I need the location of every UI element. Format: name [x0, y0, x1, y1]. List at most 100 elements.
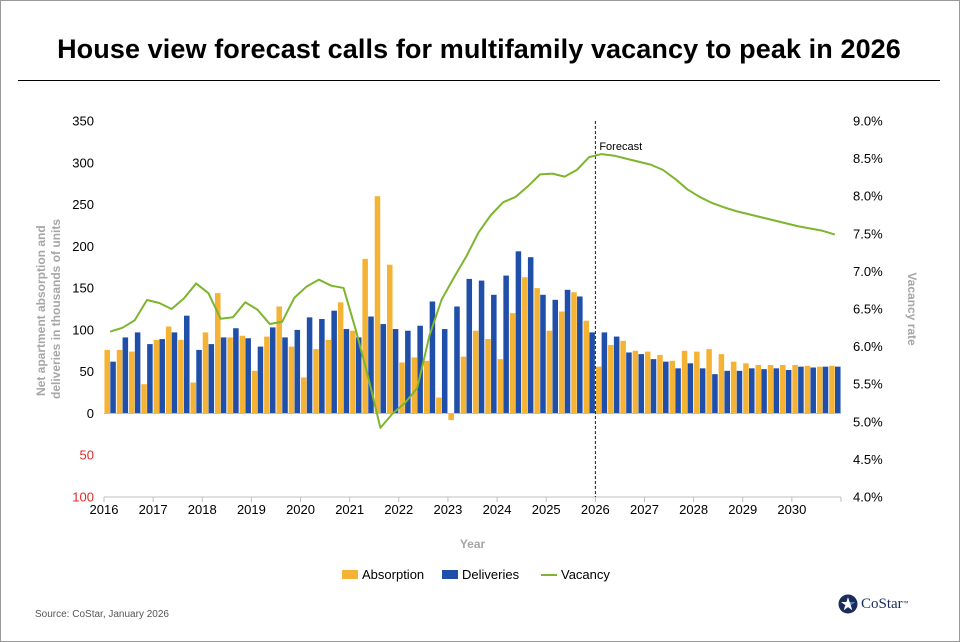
deliveries-bar [785, 370, 792, 414]
costar-star-icon [838, 594, 858, 614]
absorption-bar [829, 365, 835, 414]
x-tick-label: 2019 [237, 502, 266, 517]
x-tick-label: 2023 [433, 502, 462, 517]
legend: Absorption Deliveries Vacancy [342, 567, 610, 582]
absorption-bar [583, 320, 590, 414]
deliveries-bar [527, 257, 534, 414]
absorption-bar [644, 351, 651, 414]
deliveries-bar [478, 280, 485, 414]
absorption-bar [681, 350, 688, 414]
x-tick-label: 2024 [483, 502, 512, 517]
absorption-bar [632, 350, 639, 414]
absorption-bar [227, 337, 233, 414]
absorption-bar [509, 313, 516, 414]
absorption-bar [276, 306, 282, 414]
deliveries-bar [196, 349, 202, 414]
absorption-bar [190, 382, 196, 414]
deliveries-bar [282, 337, 288, 414]
right-axis-title: Vacancy rate [905, 272, 919, 346]
legend-label-absorption: Absorption [362, 567, 424, 582]
deliveries-bar [405, 330, 411, 414]
x-tick-label: 2030 [777, 502, 806, 517]
deliveries-bar [687, 363, 694, 414]
deliveries-bar [724, 370, 730, 414]
deliveries-bar [368, 316, 374, 414]
absorption-bar [288, 346, 295, 414]
left-tick-label: 200 [72, 239, 94, 254]
absorption-bar [362, 258, 368, 414]
absorption-bar [313, 349, 319, 414]
absorption-bar [780, 364, 786, 414]
deliveries-bar [269, 327, 276, 414]
absorption-bar [804, 365, 811, 414]
right-tick-label: 7.5% [853, 226, 883, 241]
deliveries-bar [110, 361, 116, 414]
x-tick-label: 2025 [532, 502, 561, 517]
deliveries-bar [712, 374, 718, 414]
absorption-bar [202, 332, 209, 414]
x-axis-title: Year [460, 537, 486, 551]
deliveries-bar [773, 368, 780, 414]
deliveries-bar [355, 337, 362, 414]
deliveries-bar [233, 328, 239, 414]
deliveries-bar [134, 332, 141, 414]
deliveries-bar [319, 319, 325, 414]
deliveries-bar [577, 296, 583, 414]
deliveries-bar [417, 325, 423, 414]
x-tick-label: 2027 [630, 502, 659, 517]
left-axis-title-line2: deliveries in thousands of units [49, 219, 63, 399]
deliveries-bar [343, 329, 350, 414]
deliveries-bar [380, 324, 387, 414]
deliveries-bar [392, 329, 399, 414]
absorption-bar [374, 196, 381, 414]
absorption-bar [718, 354, 725, 414]
left-tick-label: 50 [80, 448, 94, 463]
right-tick-label: 4.0% [853, 490, 883, 505]
right-tick-label: 6.5% [853, 302, 883, 317]
absorption-bar [485, 339, 491, 414]
deliveries-bar [159, 339, 165, 414]
x-tick-label: 2021 [335, 502, 364, 517]
absorption-bar [337, 302, 344, 414]
absorption-bar [178, 339, 184, 414]
deliveries-bar [331, 310, 337, 414]
absorption-bar [669, 360, 676, 414]
x-tick-label: 2017 [139, 502, 168, 517]
x-axis-ticks: 2016 2017 2018 2019 2020 2021 2022 2023 2024 2025… [90, 497, 842, 517]
absorption-bar [301, 377, 307, 414]
bar-series [104, 196, 841, 421]
left-tick-label: 100 [72, 490, 94, 505]
deliveries-bar [122, 337, 129, 414]
deliveries-bar [638, 354, 645, 414]
deliveries-bar [171, 332, 178, 414]
deliveries-bar [564, 289, 571, 414]
right-tick-label: 6.0% [853, 339, 883, 354]
left-tick-label: 100 [72, 322, 94, 337]
deliveries-bar [736, 370, 743, 414]
absorption-bar [620, 340, 626, 414]
forecast-label: Forecast [599, 141, 642, 153]
deliveries-bar [601, 332, 608, 414]
right-tick-label: 9.0% [853, 114, 883, 129]
absorption-bar [116, 349, 123, 414]
deliveries-bar [454, 306, 460, 414]
absorption-bar [153, 339, 160, 414]
deliveries-bar [699, 368, 706, 414]
absorption-bar [730, 361, 737, 414]
absorption-bar [792, 364, 798, 414]
deliveries-bar [675, 368, 681, 414]
deliveries-bar [613, 336, 620, 414]
absorption-bar [448, 413, 454, 421]
deliveries-bar [245, 338, 251, 414]
right-tick-label: 7.0% [853, 264, 883, 279]
absorption-bar [571, 292, 577, 414]
legend-swatch-absorption [342, 570, 358, 579]
left-axis-ticks: 350 300 250 200 150 100 50 0 50 100 [72, 114, 94, 505]
absorption-bar [239, 335, 246, 414]
deliveries-bar [749, 368, 755, 414]
absorption-bar [325, 339, 332, 414]
left-tick-label: 0 [87, 406, 94, 421]
absorption-bar [472, 330, 479, 414]
x-tick-label: 2016 [90, 502, 119, 517]
